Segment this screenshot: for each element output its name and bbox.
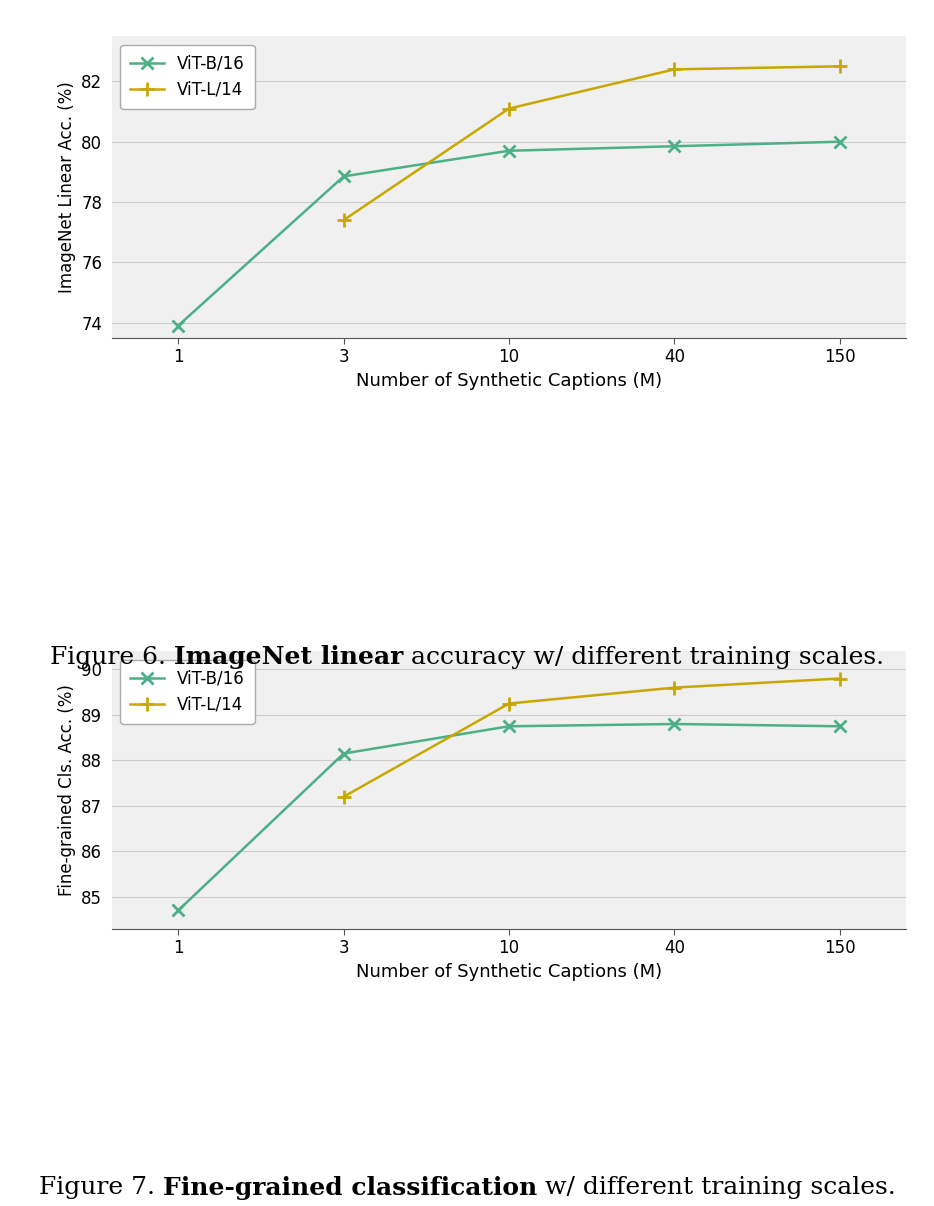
ViT-L/14	[503, 101, 515, 116]
ViT-B/16	[173, 318, 184, 333]
ViT-B/16	[669, 716, 680, 731]
ViT-L/14	[834, 59, 845, 74]
Line: ViT-L/14: ViT-L/14	[336, 59, 847, 227]
ViT-B/16	[338, 169, 349, 183]
ViT-L/14	[669, 680, 680, 695]
Text: Fine-grained classification: Fine-grained classification	[163, 1176, 537, 1200]
Text: accuracy w/ different training scales.: accuracy w/ different training scales.	[403, 645, 884, 669]
Legend: ViT-B/16, ViT-L/14: ViT-B/16, ViT-L/14	[120, 660, 255, 724]
X-axis label: Number of Synthetic Captions (M): Number of Synthetic Captions (M)	[356, 371, 662, 390]
ViT-L/14	[669, 62, 680, 77]
Text: ImageNet linear: ImageNet linear	[174, 645, 403, 669]
Line: ViT-B/16: ViT-B/16	[173, 719, 845, 917]
Text: Figure 6.: Figure 6.	[50, 645, 174, 669]
X-axis label: Number of Synthetic Captions (M): Number of Synthetic Captions (M)	[356, 962, 662, 980]
Line: ViT-L/14: ViT-L/14	[336, 672, 847, 803]
ViT-B/16	[503, 719, 515, 733]
ViT-B/16	[338, 747, 349, 761]
Text: Figure 7.: Figure 7.	[38, 1176, 163, 1200]
Y-axis label: Fine-grained Cls. Acc. (%): Fine-grained Cls. Acc. (%)	[58, 684, 76, 896]
ViT-B/16	[503, 144, 515, 158]
ViT-B/16	[173, 903, 184, 918]
Y-axis label: ImageNet Linear Acc. (%): ImageNet Linear Acc. (%)	[58, 81, 76, 293]
ViT-L/14	[503, 696, 515, 710]
ViT-B/16	[834, 719, 845, 733]
ViT-L/14	[834, 672, 845, 686]
ViT-L/14	[338, 212, 349, 227]
ViT-B/16	[669, 139, 680, 153]
Legend: ViT-B/16, ViT-L/14: ViT-B/16, ViT-L/14	[120, 45, 255, 109]
Text: w/ different training scales.: w/ different training scales.	[537, 1176, 896, 1200]
ViT-B/16	[834, 135, 845, 150]
Line: ViT-B/16: ViT-B/16	[173, 136, 845, 332]
ViT-L/14	[338, 790, 349, 804]
